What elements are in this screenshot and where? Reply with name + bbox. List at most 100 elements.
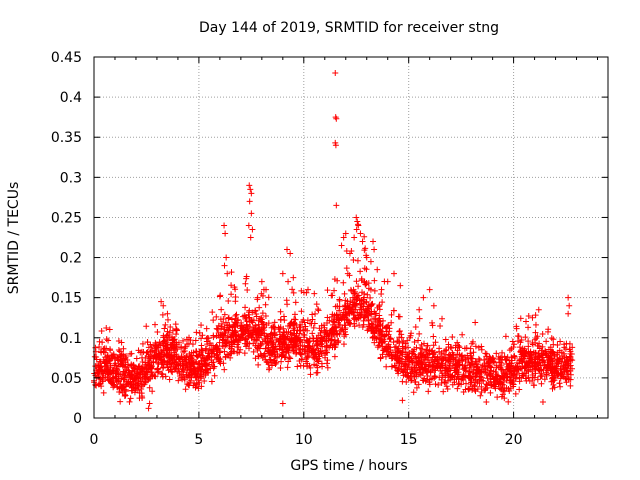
data-point	[291, 348, 298, 355]
data-point	[233, 311, 240, 318]
data-point	[100, 389, 107, 396]
data-point	[304, 286, 311, 293]
data-point	[342, 322, 349, 329]
data-point	[202, 362, 209, 369]
data-point	[566, 376, 573, 383]
data-point	[307, 371, 314, 378]
data-point	[483, 350, 490, 357]
data-point	[269, 334, 276, 341]
data-point	[525, 324, 532, 331]
data-point	[170, 349, 177, 356]
data-point	[446, 367, 453, 374]
data-point	[269, 339, 276, 346]
data-point	[424, 368, 431, 375]
data-point	[159, 373, 166, 380]
data-point	[467, 374, 474, 381]
data-point	[227, 334, 234, 341]
data-point	[210, 317, 217, 324]
data-point	[214, 351, 221, 358]
data-point	[502, 370, 509, 377]
data-point	[408, 330, 415, 337]
data-point	[522, 318, 529, 325]
data-point	[159, 340, 166, 347]
data-point	[298, 308, 305, 315]
data-point	[243, 275, 250, 282]
data-point	[117, 353, 124, 360]
data-point	[488, 382, 495, 389]
data-point	[449, 363, 456, 370]
data-point	[114, 354, 121, 361]
data-point	[318, 360, 325, 367]
data-point	[242, 336, 249, 343]
data-point	[432, 339, 439, 346]
data-point	[410, 389, 417, 396]
data-point	[499, 381, 506, 388]
data-point	[472, 377, 479, 384]
data-point	[361, 247, 368, 254]
data-point	[334, 277, 341, 284]
data-point	[279, 346, 286, 353]
data-point	[203, 325, 210, 332]
data-point	[401, 361, 408, 368]
data-point	[415, 337, 422, 344]
data-point	[342, 230, 349, 237]
data-point	[421, 375, 428, 382]
data-point	[518, 355, 525, 362]
data-point	[479, 362, 486, 369]
data-point	[256, 325, 263, 332]
data-point	[233, 320, 240, 327]
data-point	[338, 326, 345, 333]
data-point	[468, 379, 475, 386]
data-point	[193, 348, 200, 355]
data-point	[447, 356, 454, 363]
data-point	[228, 338, 235, 345]
data-point	[556, 380, 563, 387]
data-point	[208, 378, 215, 385]
data-point	[395, 348, 402, 355]
data-point	[232, 319, 239, 326]
data-point	[510, 374, 517, 381]
data-point	[532, 321, 539, 328]
data-point	[469, 338, 476, 345]
data-point	[542, 348, 549, 355]
data-point	[483, 371, 490, 378]
data-point	[443, 370, 450, 377]
data-point	[528, 351, 535, 358]
data-point	[139, 394, 146, 401]
data-point	[198, 383, 205, 390]
data-point	[259, 354, 266, 361]
data-point	[408, 366, 415, 373]
data-point	[374, 304, 381, 311]
data-point	[252, 308, 259, 315]
data-point	[103, 356, 110, 363]
data-point	[554, 342, 561, 349]
data-point	[304, 327, 311, 334]
data-point	[384, 346, 391, 353]
data-point	[262, 312, 269, 319]
data-point	[291, 311, 298, 318]
data-point	[144, 361, 151, 368]
data-point	[277, 343, 284, 350]
data-point	[403, 379, 410, 386]
data-point	[359, 289, 366, 296]
data-point	[297, 362, 304, 369]
data-point	[185, 381, 192, 388]
data-point	[565, 294, 572, 301]
data-point	[357, 268, 364, 275]
data-point	[365, 317, 372, 324]
data-point	[262, 301, 269, 308]
data-point	[255, 317, 262, 324]
y-tick-label: 0.15	[51, 291, 82, 307]
data-point	[508, 354, 515, 361]
data-point	[516, 386, 523, 393]
data-point	[550, 381, 557, 388]
data-point	[298, 287, 305, 294]
data-point	[258, 341, 265, 348]
data-point	[256, 334, 263, 341]
data-point	[257, 342, 264, 349]
data-point	[271, 319, 278, 326]
data-point	[138, 381, 145, 388]
data-point	[179, 366, 186, 373]
data-point	[290, 327, 297, 334]
data-point	[336, 297, 343, 304]
